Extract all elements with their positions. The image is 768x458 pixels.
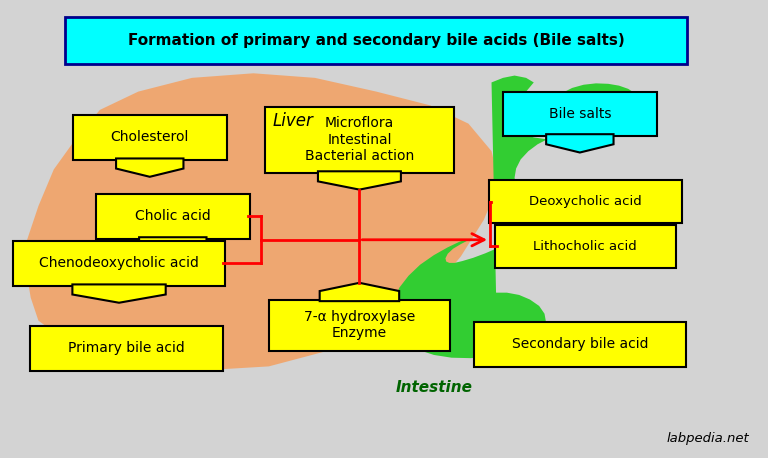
Text: Chenodeoxycholic acid: Chenodeoxycholic acid <box>39 256 199 270</box>
Text: Cholic acid: Cholic acid <box>135 209 210 223</box>
Text: Liver: Liver <box>273 112 313 131</box>
Text: 7-α hydroxylase
Enzyme: 7-α hydroxylase Enzyme <box>304 310 415 340</box>
FancyBboxPatch shape <box>502 92 657 136</box>
FancyBboxPatch shape <box>474 322 686 367</box>
Polygon shape <box>319 283 399 301</box>
Text: Primary bile acid: Primary bile acid <box>68 341 185 355</box>
Polygon shape <box>23 73 499 371</box>
FancyBboxPatch shape <box>31 326 223 371</box>
FancyBboxPatch shape <box>488 180 681 223</box>
Polygon shape <box>546 134 614 153</box>
FancyBboxPatch shape <box>269 300 450 351</box>
Text: Formation of primary and secondary bile acids (Bile salts): Formation of primary and secondary bile … <box>128 33 624 48</box>
Polygon shape <box>139 237 207 256</box>
FancyBboxPatch shape <box>72 115 227 160</box>
Text: Secondary bile acid: Secondary bile acid <box>511 338 648 351</box>
Polygon shape <box>116 158 184 177</box>
Text: labpedia.net: labpedia.net <box>666 432 749 445</box>
FancyBboxPatch shape <box>65 17 687 64</box>
Polygon shape <box>392 76 640 358</box>
Text: Intestine: Intestine <box>396 380 472 394</box>
Text: Cholesterol: Cholesterol <box>111 131 189 144</box>
Text: Deoxycholic acid: Deoxycholic acid <box>529 195 641 208</box>
FancyBboxPatch shape <box>495 225 676 268</box>
FancyBboxPatch shape <box>95 194 250 239</box>
FancyBboxPatch shape <box>265 107 454 173</box>
Polygon shape <box>72 284 166 303</box>
Text: Microflora
Intestinal
Bacterial action: Microflora Intestinal Bacterial action <box>305 116 414 163</box>
Text: Bile salts: Bile salts <box>548 107 611 120</box>
Polygon shape <box>318 171 401 190</box>
FancyBboxPatch shape <box>13 241 225 286</box>
Text: Lithocholic acid: Lithocholic acid <box>533 240 637 253</box>
